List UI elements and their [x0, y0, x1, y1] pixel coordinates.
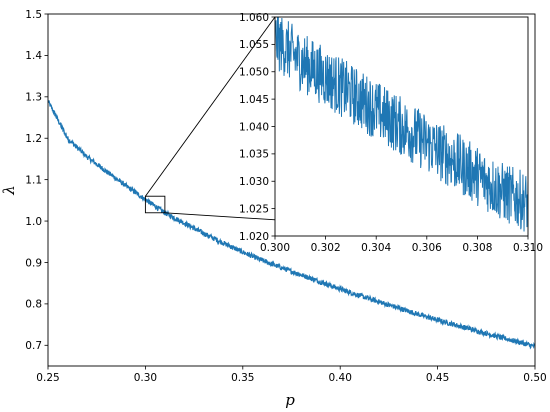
main-y-tick-label: 1.1: [25, 174, 42, 186]
inset-y-tick-label: 1.055: [239, 39, 269, 51]
inset-y-tick-label: 1.050: [239, 67, 269, 79]
inset-series-line: [275, 17, 528, 232]
main-y-tick-label: 0.7: [25, 340, 42, 352]
main-y-tick-label: 0.8: [25, 299, 42, 311]
main-y-tick-label: 1.5: [25, 9, 42, 21]
inset-y-tick-label: 1.060: [239, 12, 269, 24]
main-x-tick-label: 0.30: [134, 372, 157, 384]
inset-frame: [274, 16, 529, 237]
inset-y-tick-label: 1.020: [239, 231, 269, 243]
inset-x-tick-label: 0.300: [260, 242, 290, 254]
main-y-tick-label: 0.9: [25, 257, 42, 269]
x-axis-label: p: [285, 391, 295, 409]
main-x-tick-label: 0.50: [523, 372, 546, 384]
main-x-tick-label: 0.25: [36, 372, 59, 384]
zoom-connector-line: [145, 16, 276, 197]
main-y-tick-label: 1.0: [25, 216, 42, 228]
inset-y-tick-label: 1.035: [239, 149, 269, 161]
inset-y-tick-label: 1.030: [239, 176, 269, 188]
main-y-tick-label: 1.2: [25, 133, 42, 145]
inset-y-tick-label: 1.045: [239, 94, 269, 106]
main-x-tick-label: 0.40: [329, 372, 352, 384]
main-frame: [47, 13, 536, 367]
y-axis-label: λ: [0, 185, 18, 196]
main-y-tick-label: 1.4: [25, 50, 42, 62]
inset-x-tick-label: 0.308: [462, 242, 492, 254]
inset-x-tick-label: 0.310: [513, 242, 543, 254]
inset-x-tick-label: 0.306: [412, 242, 442, 254]
inset-plot: 0.300 0.302 0.304 0.306 0.308 0.310 1.020 1.025…: [239, 12, 543, 254]
inset-y-tick-label: 1.040: [239, 121, 269, 133]
main-y-tick-label: 1.3: [25, 92, 42, 104]
main-x-tick-label: 0.35: [231, 372, 254, 384]
inset-y-tick-label: 1.025: [239, 203, 269, 215]
inset-x-tick-label: 0.302: [311, 242, 341, 254]
inset-x-tick-label: 0.304: [361, 242, 391, 254]
main-x-tick-label: 0.45: [426, 372, 449, 384]
main-series-line: [48, 100, 535, 350]
zoom-region-box: [144, 195, 166, 214]
